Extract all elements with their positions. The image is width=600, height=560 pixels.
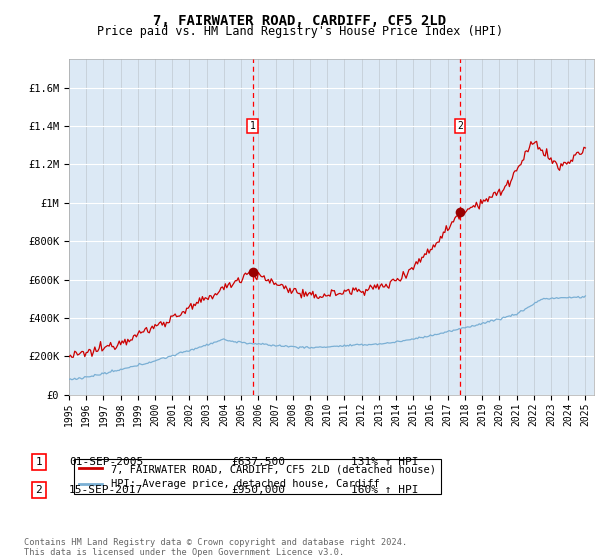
Text: 2: 2 xyxy=(35,485,43,495)
Text: £950,000: £950,000 xyxy=(231,485,285,495)
Text: 15-SEP-2017: 15-SEP-2017 xyxy=(69,485,143,495)
Text: 131% ↑ HPI: 131% ↑ HPI xyxy=(351,457,419,467)
Text: Contains HM Land Registry data © Crown copyright and database right 2024.
This d: Contains HM Land Registry data © Crown c… xyxy=(24,538,407,557)
Text: 160% ↑ HPI: 160% ↑ HPI xyxy=(351,485,419,495)
Text: 1: 1 xyxy=(250,121,256,131)
Text: 01-SEP-2005: 01-SEP-2005 xyxy=(69,457,143,467)
Text: Price paid vs. HM Land Registry's House Price Index (HPI): Price paid vs. HM Land Registry's House … xyxy=(97,25,503,38)
Text: £637,500: £637,500 xyxy=(231,457,285,467)
Text: 1: 1 xyxy=(35,457,43,467)
Text: 2: 2 xyxy=(457,121,463,131)
Text: 7, FAIRWATER ROAD, CARDIFF, CF5 2LD: 7, FAIRWATER ROAD, CARDIFF, CF5 2LD xyxy=(154,14,446,28)
Legend: 7, FAIRWATER ROAD, CARDIFF, CF5 2LD (detached house), HPI: Average price, detach: 7, FAIRWATER ROAD, CARDIFF, CF5 2LD (det… xyxy=(74,459,441,494)
